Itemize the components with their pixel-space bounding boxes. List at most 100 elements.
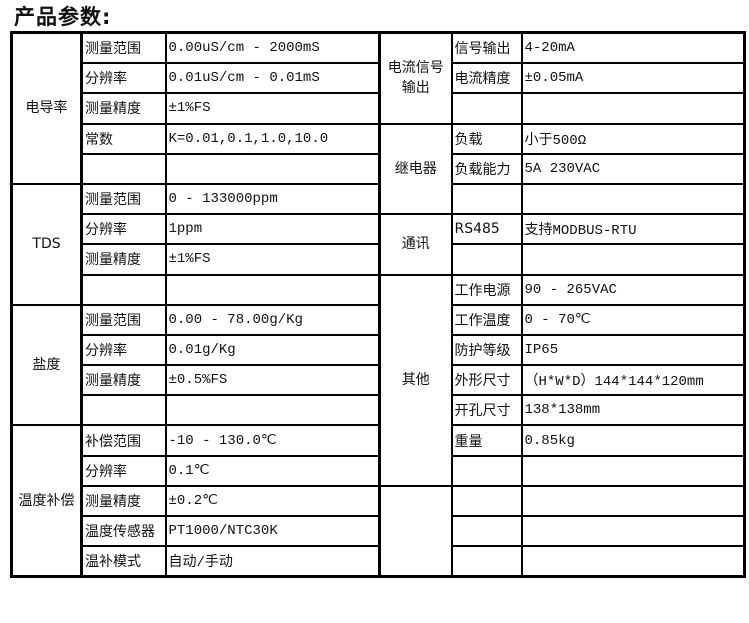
group-label: 电导率 bbox=[10, 31, 83, 185]
param-label bbox=[80, 273, 167, 306]
param-label: 温补模式 bbox=[80, 545, 167, 578]
param-value bbox=[520, 454, 746, 487]
param-value: 0 - 133000ppm bbox=[164, 182, 381, 216]
param-label: 分辨率 bbox=[80, 62, 167, 95]
param-value bbox=[520, 484, 746, 518]
param-label: 测量范围 bbox=[80, 182, 167, 216]
param-value: 小于500Ω bbox=[520, 122, 746, 155]
param-label: 开孔尺寸 bbox=[450, 394, 523, 427]
table-row: 温度补偿 补偿范围 -10 - 130.0℃ 重量 0.85kg bbox=[10, 424, 746, 578]
group-label: 其他 bbox=[378, 273, 453, 487]
param-value: 0.01g/Kg bbox=[164, 333, 381, 367]
table-row: 分辨率 1ppm 通讯 RS485 支持MODBUS-RTU bbox=[12, 213, 746, 276]
group-label: 继电器 bbox=[378, 122, 453, 216]
param-label: 电流精度 bbox=[450, 62, 523, 95]
param-value bbox=[164, 394, 381, 427]
param-label bbox=[450, 545, 523, 578]
param-value: 0.85kg bbox=[520, 424, 746, 457]
param-value bbox=[520, 182, 746, 216]
param-value bbox=[520, 92, 746, 125]
param-label: 补偿范围 bbox=[80, 424, 167, 457]
table-row: TDS 测量范围 0 - 133000ppm bbox=[10, 182, 746, 306]
param-value: 自动/手动 bbox=[164, 545, 381, 578]
param-value: ±1%FS bbox=[164, 243, 381, 276]
param-label: 负载 bbox=[450, 122, 523, 155]
param-value: 0.00uS/cm - 2000mS bbox=[164, 31, 381, 65]
param-label: 测量精度 bbox=[80, 364, 167, 397]
table-row: 电导率 测量范围 0.00uS/cm - 2000mS 电流信号输出 信号输出 4-20m… bbox=[10, 31, 746, 185]
param-value: IP65 bbox=[520, 333, 746, 367]
param-value: 5A 230VAC bbox=[520, 152, 746, 185]
group-label: 盐度 bbox=[10, 303, 83, 427]
param-label: 测量范围 bbox=[80, 303, 167, 336]
param-value: PT1000/NTC30K bbox=[164, 514, 381, 548]
param-label: 测量精度 bbox=[80, 92, 167, 125]
param-value bbox=[164, 273, 381, 306]
param-label: 测量精度 bbox=[80, 243, 167, 276]
param-label: 负载能力 bbox=[450, 152, 523, 185]
param-label: 工作温度 bbox=[450, 303, 523, 336]
param-label: 分辨率 bbox=[80, 333, 167, 367]
table-row: 测量精度 ±0.2℃ bbox=[12, 484, 746, 578]
param-value: 支持MODBUS-RTU bbox=[520, 213, 746, 246]
param-value: K=0.01,0.1,1.0,10.0 bbox=[164, 122, 381, 155]
param-value: 1ppm bbox=[164, 213, 381, 246]
table-row: 测量精度 ±1%FS bbox=[12, 92, 746, 125]
param-value: 0.01uS/cm - 0.01mS bbox=[164, 62, 381, 95]
param-value: 90 - 265VAC bbox=[520, 273, 746, 306]
section-title: 产品参数: bbox=[14, 5, 112, 29]
param-value: （H*W*D）144*144*120mm bbox=[520, 364, 746, 397]
param-value: 4-20mA bbox=[520, 31, 746, 65]
param-value bbox=[164, 152, 381, 185]
param-label: 常数 bbox=[80, 122, 167, 155]
param-label: RS485 bbox=[450, 213, 523, 246]
table-row: 温补模式 自动/手动 bbox=[12, 545, 746, 578]
table-row: 其他 工作电源 90 - 265VAC bbox=[12, 273, 746, 487]
group-label bbox=[378, 484, 453, 578]
param-value bbox=[520, 545, 746, 578]
param-value: ±1%FS bbox=[164, 92, 381, 125]
param-label: 工作电源 bbox=[450, 273, 523, 306]
param-label bbox=[450, 454, 523, 487]
table-row: 分辨率 0.01uS/cm - 0.01mS 电流精度 ±0.05mA bbox=[12, 62, 746, 95]
param-label bbox=[450, 182, 523, 216]
param-value: ±0.05mA bbox=[520, 62, 746, 95]
param-value: 138*138mm bbox=[520, 394, 746, 427]
param-label bbox=[450, 484, 523, 518]
param-label bbox=[450, 514, 523, 548]
param-value: -10 - 130.0℃ bbox=[164, 424, 381, 457]
table-row: 分辨率 0.1℃ bbox=[12, 454, 746, 487]
table-row: 测量精度 ±1%FS bbox=[12, 243, 746, 276]
param-value bbox=[520, 243, 746, 276]
param-label: 测量范围 bbox=[80, 31, 167, 65]
table-row: 盐度 测量范围 0.00 - 78.00g/Kg 工作温度 0 - 70℃ bbox=[10, 303, 746, 427]
table-row: 开孔尺寸 138*138mm bbox=[12, 394, 746, 427]
param-value: ±0.5%FS bbox=[164, 364, 381, 397]
param-label: 分辨率 bbox=[80, 213, 167, 246]
table-row: 负载能力 5A 230VAC bbox=[12, 152, 746, 185]
group-label: 通讯 bbox=[378, 213, 453, 276]
param-value bbox=[520, 514, 746, 548]
param-label: 重量 bbox=[450, 424, 523, 457]
table-row: 分辨率 0.01g/Kg 防护等级 IP65 bbox=[12, 333, 746, 367]
param-label bbox=[450, 92, 523, 125]
param-label bbox=[80, 394, 167, 427]
param-value: 0.00 - 78.00g/Kg bbox=[164, 303, 381, 336]
group-label: 温度补偿 bbox=[10, 424, 83, 578]
param-label: 温度传感器 bbox=[80, 514, 167, 548]
table-row: 常数 K=0.01,0.1,1.0,10.0 继电器 负载 小于500Ω bbox=[12, 122, 746, 216]
param-value: 0.1℃ bbox=[164, 454, 381, 487]
group-label: TDS bbox=[10, 182, 83, 306]
param-label: 信号输出 bbox=[450, 31, 523, 65]
product-parameters-table: 电导率 测量范围 0.00uS/cm - 2000mS 电流信号输出 信号输出 4-20m… bbox=[10, 31, 746, 579]
param-label: 外形尺寸 bbox=[450, 364, 523, 397]
param-label bbox=[80, 152, 167, 185]
table-row: 测量精度 ±0.5%FS 外形尺寸 （H*W*D）144*144*120mm bbox=[12, 364, 746, 397]
group-label: 电流信号输出 bbox=[378, 31, 453, 125]
param-label: 测量精度 bbox=[80, 484, 167, 518]
param-label: 分辨率 bbox=[80, 454, 167, 487]
param-label bbox=[450, 243, 523, 276]
table-row: 温度传感器 PT1000/NTC30K bbox=[12, 514, 746, 548]
param-value: ±0.2℃ bbox=[164, 484, 381, 518]
param-label: 防护等级 bbox=[450, 333, 523, 367]
